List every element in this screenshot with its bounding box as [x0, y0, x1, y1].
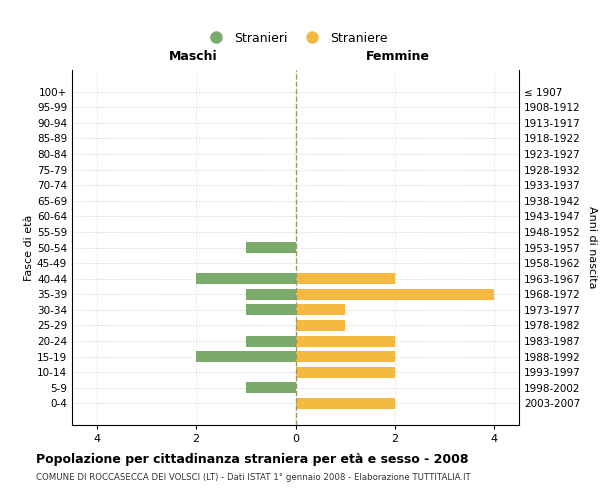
Bar: [196, 273, 296, 284]
Text: Popolazione per cittadinanza straniera per età e sesso - 2008: Popolazione per cittadinanza straniera p…: [36, 452, 469, 466]
Y-axis label: Anni di nascita: Anni di nascita: [587, 206, 597, 289]
Bar: [296, 398, 395, 409]
Bar: [296, 320, 345, 331]
Bar: [246, 382, 296, 394]
Text: COMUNE DI ROCCASECCA DEI VOLSCI (LT) - Dati ISTAT 1° gennaio 2008 - Elaborazione: COMUNE DI ROCCASECCA DEI VOLSCI (LT) - D…: [36, 472, 471, 482]
Bar: [246, 289, 296, 300]
Bar: [246, 242, 296, 253]
Bar: [196, 351, 296, 362]
Bar: [246, 336, 296, 346]
Bar: [246, 304, 296, 316]
Bar: [296, 304, 345, 316]
Bar: [296, 351, 395, 362]
Text: Maschi: Maschi: [169, 50, 217, 63]
Legend: Stranieri, Straniere: Stranieri, Straniere: [199, 26, 392, 50]
Text: Femmine: Femmine: [367, 50, 430, 63]
Bar: [296, 336, 395, 346]
Bar: [296, 289, 494, 300]
Y-axis label: Fasce di età: Fasce di età: [24, 214, 34, 280]
Bar: [296, 367, 395, 378]
Bar: [296, 273, 395, 284]
